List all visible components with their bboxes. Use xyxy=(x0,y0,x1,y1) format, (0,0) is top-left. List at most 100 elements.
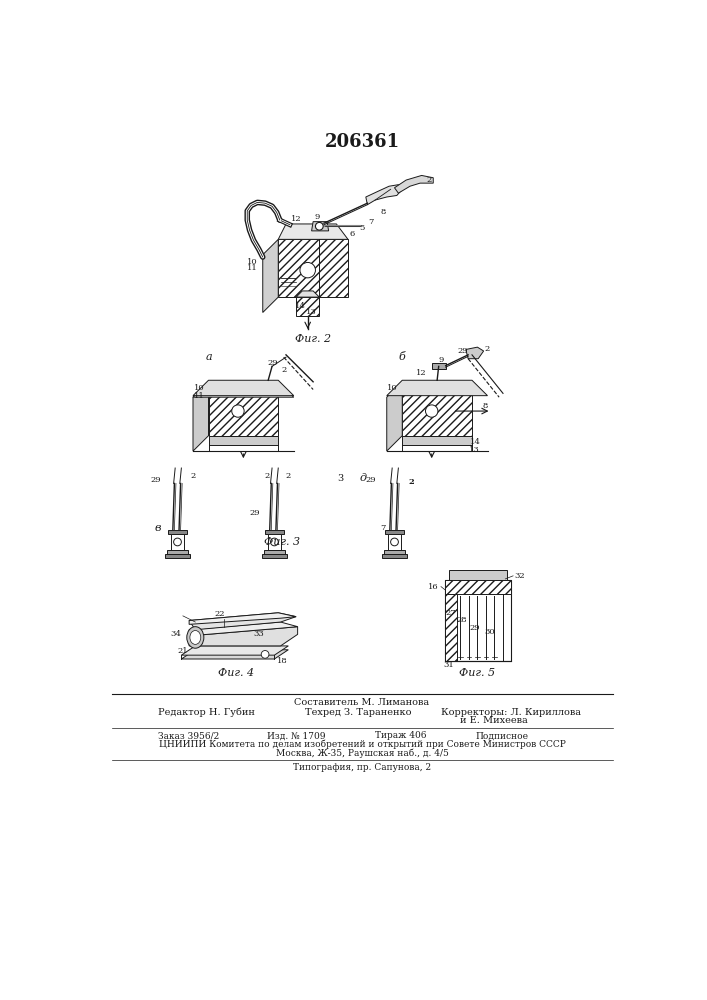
Text: 2: 2 xyxy=(190,472,196,480)
Text: 10: 10 xyxy=(194,384,204,392)
Text: б: б xyxy=(399,352,406,362)
Text: 3: 3 xyxy=(337,474,344,483)
Polygon shape xyxy=(189,622,298,636)
Bar xyxy=(268,534,281,550)
Text: 29: 29 xyxy=(250,509,260,517)
Polygon shape xyxy=(209,436,279,445)
Polygon shape xyxy=(312,222,329,231)
Polygon shape xyxy=(182,646,288,655)
Polygon shape xyxy=(182,650,288,659)
Text: 29: 29 xyxy=(267,359,278,367)
Text: д: д xyxy=(360,473,367,483)
Polygon shape xyxy=(193,382,209,451)
Text: 2: 2 xyxy=(286,472,291,480)
Text: 14: 14 xyxy=(295,302,305,310)
Text: 11: 11 xyxy=(247,264,257,272)
Bar xyxy=(445,580,510,661)
Text: 29: 29 xyxy=(151,476,161,484)
Circle shape xyxy=(271,538,279,546)
Text: Фиг. 2: Фиг. 2 xyxy=(295,334,331,344)
Polygon shape xyxy=(395,175,433,193)
Circle shape xyxy=(174,538,182,546)
Circle shape xyxy=(261,651,269,658)
Circle shape xyxy=(300,262,315,278)
Text: Фиг. 4: Фиг. 4 xyxy=(218,668,254,678)
Text: 29: 29 xyxy=(469,624,479,632)
Text: 9: 9 xyxy=(315,213,320,221)
Text: 7: 7 xyxy=(380,524,385,532)
Bar xyxy=(264,550,285,554)
Bar xyxy=(445,580,510,594)
Text: Тираж 406: Тираж 406 xyxy=(375,732,426,740)
Polygon shape xyxy=(193,380,293,396)
Text: Подписное: Подписное xyxy=(476,732,529,740)
Text: в: в xyxy=(154,523,160,533)
Text: 14: 14 xyxy=(470,438,481,446)
Bar xyxy=(265,530,284,534)
Text: 11: 11 xyxy=(194,392,204,400)
Bar xyxy=(384,550,405,554)
Text: 12: 12 xyxy=(416,369,427,377)
Text: 22: 22 xyxy=(215,610,226,618)
Bar xyxy=(385,530,404,534)
Text: 29: 29 xyxy=(366,476,377,484)
Text: и Е. Михеева: и Е. Михеева xyxy=(460,716,528,725)
Text: Фиг. 3: Фиг. 3 xyxy=(264,537,300,547)
Text: Москва, Ж-35, Раушская наб., д. 4/5: Москва, Ж-35, Раушская наб., д. 4/5 xyxy=(276,748,448,758)
Text: 21: 21 xyxy=(177,647,188,655)
Text: 13: 13 xyxy=(469,446,480,454)
Polygon shape xyxy=(466,347,484,359)
Text: 30: 30 xyxy=(484,628,495,636)
Text: 9: 9 xyxy=(438,356,444,364)
Bar xyxy=(432,363,445,369)
Text: 2: 2 xyxy=(427,176,432,184)
Text: Изд. № 1709: Изд. № 1709 xyxy=(267,732,325,740)
Text: 33: 33 xyxy=(254,630,264,638)
Text: 2: 2 xyxy=(485,345,490,353)
Text: Корректоры: Л. Кириллова: Корректоры: Л. Кириллова xyxy=(441,708,581,717)
Text: 32: 32 xyxy=(515,572,525,580)
Bar xyxy=(168,530,187,534)
Text: 5: 5 xyxy=(359,224,365,232)
Text: Редактор Н. Губин: Редактор Н. Губин xyxy=(158,707,255,717)
Text: Фиг. 5: Фиг. 5 xyxy=(460,668,496,678)
Polygon shape xyxy=(193,382,293,397)
Polygon shape xyxy=(366,185,402,205)
Text: 6: 6 xyxy=(349,230,354,238)
Ellipse shape xyxy=(187,627,204,648)
Text: 2: 2 xyxy=(264,472,269,480)
Polygon shape xyxy=(402,382,472,436)
Text: 2: 2 xyxy=(409,478,414,486)
Text: 10: 10 xyxy=(247,258,257,266)
Text: Составитель М. Лиманова: Составитель М. Лиманова xyxy=(294,698,430,707)
Text: 206361: 206361 xyxy=(325,133,399,151)
Text: 16: 16 xyxy=(428,583,438,591)
Text: Типография, пр. Сапунова, 2: Типография, пр. Сапунова, 2 xyxy=(293,763,431,772)
Polygon shape xyxy=(189,613,296,630)
Polygon shape xyxy=(402,436,472,445)
Polygon shape xyxy=(279,239,348,297)
Text: 34: 34 xyxy=(170,630,182,638)
Text: 31: 31 xyxy=(443,661,454,669)
Bar xyxy=(262,554,287,558)
Text: 7: 7 xyxy=(368,218,374,226)
Polygon shape xyxy=(189,613,296,624)
Text: 18: 18 xyxy=(276,657,288,665)
Polygon shape xyxy=(279,224,348,239)
Circle shape xyxy=(232,405,244,417)
Text: 13: 13 xyxy=(306,308,317,316)
Bar xyxy=(167,550,188,554)
Bar xyxy=(165,554,190,558)
Text: 29: 29 xyxy=(457,347,468,355)
Text: 27: 27 xyxy=(445,609,457,617)
Text: 12: 12 xyxy=(291,215,301,223)
Text: ЦНИИПИ Комитета по делам изобретений и открытий при Совете Министров СССР: ЦНИИПИ Комитета по делам изобретений и о… xyxy=(158,740,566,749)
Text: Техред З. Тараненко: Техред З. Тараненко xyxy=(305,708,412,717)
Text: 28: 28 xyxy=(457,616,467,624)
Text: 10: 10 xyxy=(387,384,397,392)
Circle shape xyxy=(315,222,323,230)
Bar xyxy=(449,570,507,580)
Polygon shape xyxy=(387,382,402,451)
Polygon shape xyxy=(189,627,298,646)
Text: Заказ 3956/2: Заказ 3956/2 xyxy=(158,732,219,740)
